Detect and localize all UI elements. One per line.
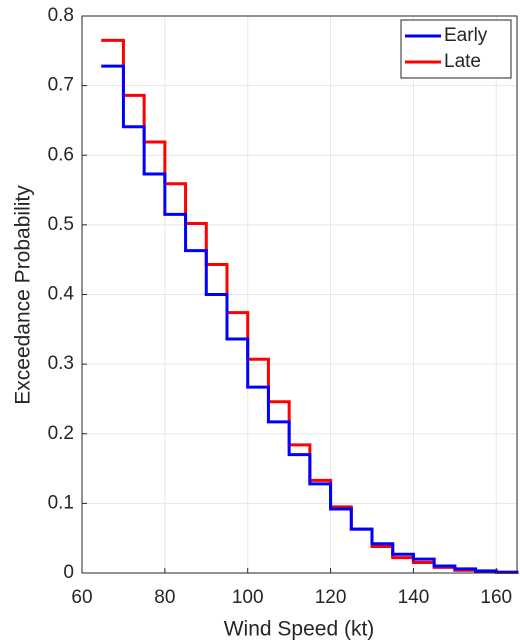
- y-tick-label: 0.5: [48, 214, 74, 235]
- x-tick-label: 80: [154, 587, 175, 608]
- y-tick-label: 0.7: [48, 75, 74, 96]
- y-tick-label: 0.6: [48, 144, 74, 165]
- grid: [81, 15, 517, 574]
- y-tick-label: 0.8: [48, 5, 74, 26]
- x-tick-label: 140: [398, 587, 430, 608]
- y-tick-label: 0.1: [48, 492, 74, 513]
- x-tick-label: 120: [315, 587, 347, 608]
- x-tick-label: 160: [480, 587, 512, 608]
- x-axis-label: Wind Speed (kt): [224, 618, 375, 641]
- plot-area: [101, 38, 519, 574]
- x-tick-label: 60: [71, 587, 92, 608]
- legend-box: [400, 19, 512, 79]
- legend-label: Early: [444, 25, 488, 46]
- legend-label: Late: [444, 51, 481, 72]
- y-axis-label: Exceedance Probability: [12, 185, 35, 405]
- x-tick-label: 100: [232, 587, 264, 608]
- y-tick-label: 0.3: [48, 353, 74, 374]
- y-tick-label: 0.2: [48, 423, 74, 444]
- y-tick-label: 0.4: [48, 284, 75, 305]
- y-tick-label: 0: [63, 562, 74, 583]
